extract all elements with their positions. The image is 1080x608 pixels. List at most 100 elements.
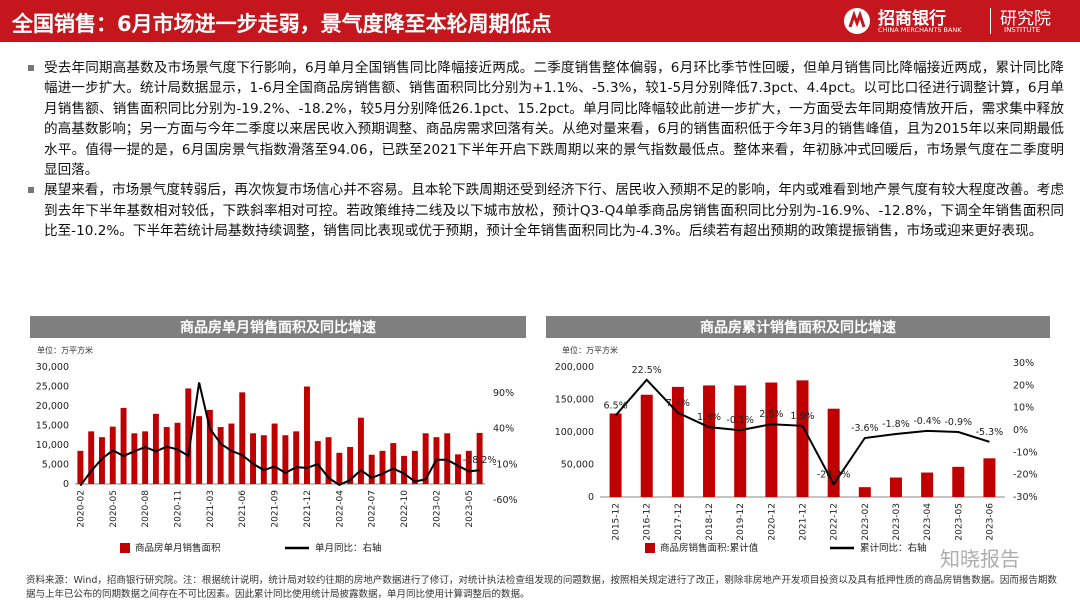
- bullets: 受去年同期高基数及市场景气度下行影响，6月单月全国销售同比降幅接近两成。二季度销…: [24, 58, 1064, 242]
- bar: [983, 458, 996, 497]
- bar: [109, 426, 116, 484]
- bar: [228, 423, 235, 484]
- bullet: 受去年同期高基数及市场景气度下行影响，6月单月全国销售同比降幅接近两成。二季度销…: [24, 58, 1064, 180]
- bar: [368, 454, 375, 484]
- line: [79, 382, 480, 487]
- bullet: 展望来看，市场景气度转弱后，再次恢复市场信心并不容易。且本轮下跌周期还受到经济下…: [24, 180, 1064, 241]
- data-label: -0.9%: [944, 417, 972, 428]
- chart-title: 商品房累计销售面积及同比增速: [700, 319, 896, 336]
- x-tick-label: 2020-05: [109, 490, 119, 528]
- bar: [260, 435, 267, 484]
- bar: [120, 407, 127, 484]
- bar: [347, 446, 354, 484]
- bar: [206, 409, 213, 484]
- legend-label: 累计同比：右轴: [860, 542, 927, 554]
- bar: [476, 432, 483, 484]
- bar: [239, 392, 246, 484]
- bar: [282, 435, 289, 484]
- x-tick-label: 2022-04: [335, 490, 345, 528]
- legend-label: 单月同比：右轴: [315, 542, 382, 554]
- bar: [444, 433, 451, 484]
- data-label: 22.5%: [632, 365, 662, 376]
- bar: [455, 454, 461, 484]
- data-label: -24.3%: [817, 469, 851, 480]
- data-label: 1.3%: [697, 412, 721, 423]
- bar: [217, 427, 224, 484]
- bar: [411, 450, 418, 484]
- data-label: -1.8%: [882, 419, 910, 430]
- y2-tick-label: 10%: [1013, 403, 1034, 414]
- x-tick-label: 2021-06: [238, 490, 248, 528]
- bar: [796, 380, 809, 497]
- bar: [889, 477, 902, 497]
- logo-en: CHINA MERCHANTS BANK: [878, 26, 962, 34]
- x-tick-label: 2022-07: [368, 490, 378, 528]
- bar: [422, 433, 429, 484]
- x-tick-label: 2021-12: [799, 503, 809, 541]
- x-tick-label: 2023-02: [432, 490, 442, 528]
- y-tick-label: 0: [588, 492, 594, 503]
- y2-tick-label: -20%: [1013, 470, 1038, 481]
- data-label: -18.2%: [463, 455, 497, 466]
- y2-tick-label: -10%: [1013, 447, 1038, 458]
- bar: [77, 450, 84, 484]
- bar: [174, 422, 181, 484]
- legend-label: 商品房单月销售面积: [135, 542, 221, 554]
- bar: [293, 431, 300, 484]
- bar: [609, 413, 622, 497]
- logo-icon: [844, 8, 870, 34]
- x-tick-label: 2020-11: [174, 490, 184, 528]
- bar: [827, 408, 840, 497]
- bar: [734, 385, 747, 497]
- chart-title: 商品房单月销售面积及同比增速: [180, 319, 376, 336]
- bar: [88, 431, 95, 484]
- chart-title-bar: [30, 316, 526, 338]
- x-tick-label: 2018-12: [705, 503, 715, 541]
- bar: [131, 433, 138, 484]
- bar: [250, 433, 256, 484]
- data-label: 2.6%: [759, 409, 783, 420]
- y-tick-label: 100,000: [555, 427, 594, 438]
- y2-tick-label: -10%: [493, 459, 518, 470]
- bar: [304, 386, 310, 484]
- x-tick-label: 2020-08: [141, 490, 151, 528]
- x-tick-label: 2017-12: [674, 503, 684, 541]
- header-title: 全国销售：6月市场进一步走弱，景气度降至本轮周期低点: [12, 12, 552, 36]
- y-tick-label: 30,000: [36, 362, 69, 373]
- y2-tick-label: 20%: [1013, 380, 1034, 391]
- y2-tick-label: 30%: [1013, 358, 1034, 369]
- bar: [271, 423, 278, 484]
- watermark: 知晓报告: [940, 547, 1020, 571]
- data-label: -3.6%: [851, 423, 879, 434]
- institute: 研究院: [1000, 9, 1051, 29]
- bar: [640, 394, 653, 497]
- data-label: -0.4%: [913, 416, 941, 427]
- y-tick-label: 10,000: [36, 440, 69, 451]
- legend-swatch: [120, 543, 130, 553]
- y-tick-label: 25,000: [36, 382, 69, 393]
- data-label: -5.3%: [976, 427, 1004, 438]
- legend-swatch: [645, 543, 655, 553]
- legend-label: 商品房销售面积:累计值: [660, 542, 759, 554]
- bar: [401, 455, 408, 484]
- x-tick-label: 2023-05: [954, 503, 964, 541]
- x-tick-label: 2020-02: [76, 490, 86, 528]
- y2-tick-label: -30%: [1013, 492, 1038, 503]
- bar: [952, 466, 965, 497]
- bar: [390, 443, 397, 484]
- x-tick-label: 2023-03: [892, 503, 902, 541]
- bar: [357, 417, 364, 484]
- bar: [325, 437, 332, 484]
- bar: [196, 416, 203, 484]
- data-label: 1.9%: [790, 411, 814, 422]
- y-tick-label: 150,000: [555, 395, 594, 406]
- chart-title-bar: [546, 316, 1050, 338]
- x-tick-label: 2021-09: [271, 490, 281, 528]
- bar: [314, 441, 321, 484]
- x-tick-label: 2022-10: [400, 490, 410, 528]
- x-tick-label: 2016-12: [643, 503, 653, 541]
- y-tick-label: 50,000: [561, 460, 594, 471]
- y2-tick-label: -60%: [493, 495, 518, 506]
